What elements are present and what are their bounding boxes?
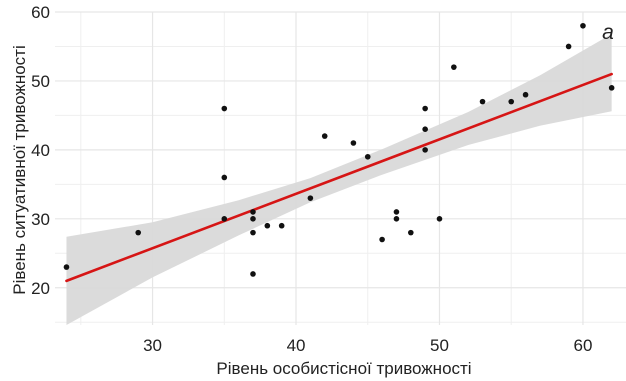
x-axis-title: Рівень особистісної тривожності [216,359,471,378]
data-point [422,147,428,153]
data-point [393,216,400,222]
data-point [379,236,385,243]
data-point [393,209,400,215]
y-tick-label: 20 [31,279,50,298]
data-point [264,222,271,229]
data-point [479,98,486,105]
data-point [321,133,328,139]
data-point [221,105,228,112]
data-point [135,229,142,236]
y-axis-title: Рівень ситуативної тривожності [10,45,29,294]
y-tick-label: 50 [31,72,50,91]
data-point [422,126,428,133]
data-point [350,140,357,146]
data-point [508,98,515,105]
data-points-layer [63,22,615,277]
data-point [422,105,428,112]
regression-line [65,72,613,283]
data-point [608,85,615,91]
data-point [278,222,285,229]
data-point [364,153,371,160]
x-tick-label: 30 [143,336,162,355]
data-point [565,43,572,50]
y-tick-label: 60 [31,3,50,22]
data-point [250,271,256,277]
panel-label: a [602,21,614,44]
y-tick-label: 30 [31,210,50,229]
data-point [580,22,586,29]
data-point [307,195,314,201]
fit-line-layer [65,72,613,283]
confidence-band-layer [66,34,612,325]
data-point [63,264,70,270]
data-point [250,209,256,215]
data-point [407,229,414,236]
y-tick-label: 40 [31,141,50,160]
x-tick-label: 50 [430,336,449,355]
x-tick-label: 60 [573,336,592,355]
data-point [250,229,256,236]
x-tick-label: 40 [287,336,306,355]
data-point [250,216,256,222]
data-point [451,64,457,70]
tick-labels: 30 40 50 60 20 30 40 50 60 [31,3,592,355]
confidence-band [66,34,612,325]
data-point [221,216,228,222]
data-point [522,91,529,98]
data-point [221,174,228,181]
data-point [436,216,443,222]
